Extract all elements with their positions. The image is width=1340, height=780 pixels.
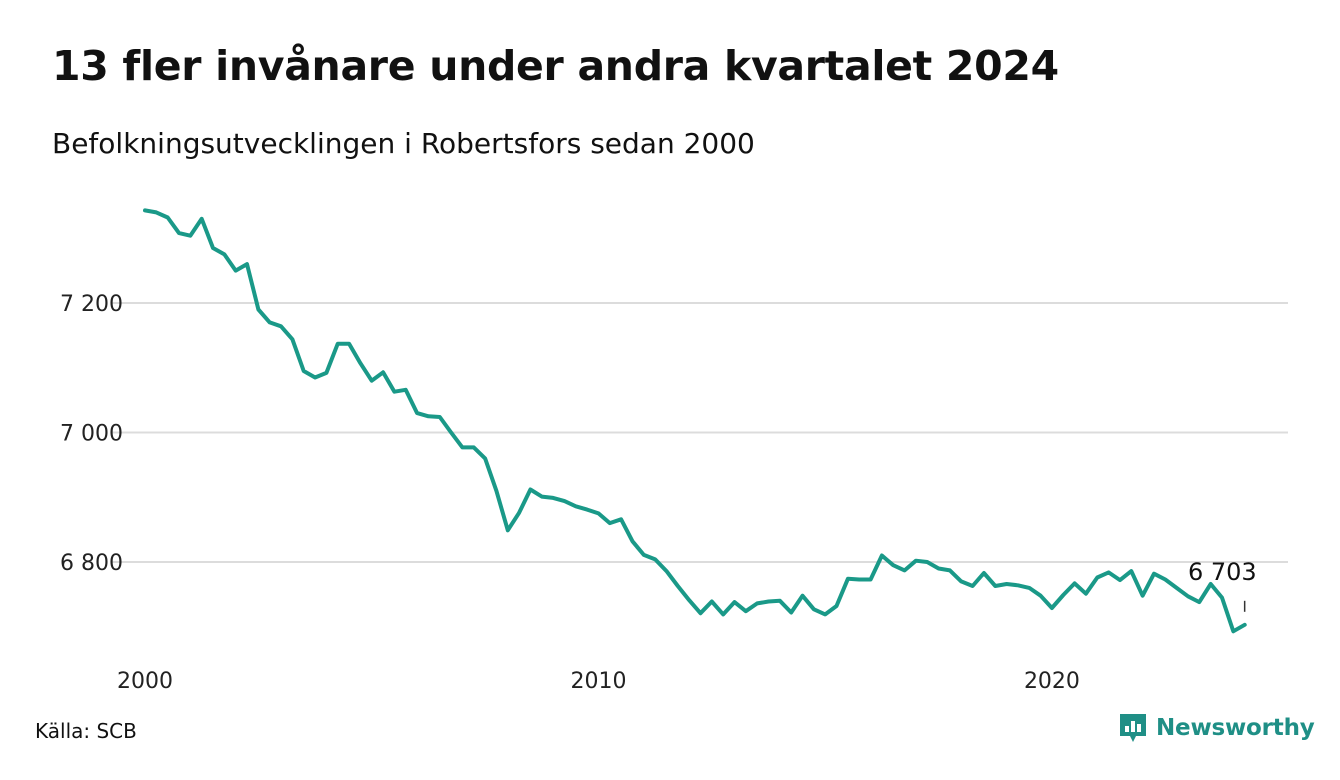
y-tick-label: 7 200 xyxy=(60,292,123,317)
brand-logo[interactable]: Newsworthy xyxy=(1118,712,1315,744)
x-tick-label: 2020 xyxy=(1024,669,1080,694)
y-tick-label: 6 800 xyxy=(60,551,123,576)
chart-subtitle: Befolkningsutvecklingen i Robertsfors se… xyxy=(52,127,755,160)
last-value-label: 6 703 xyxy=(1188,558,1257,586)
population-line xyxy=(143,208,1247,634)
source-note: Källa: SCB xyxy=(35,719,137,743)
line-chart: 7 200 7 000 6 800 2000 2010 2020 6 703 xyxy=(60,208,1288,694)
x-tick-label: 2000 xyxy=(117,669,173,694)
brand-name: Newsworthy xyxy=(1156,715,1315,741)
newsworthy-logo-icon xyxy=(1120,714,1146,742)
y-tick-label: 7 000 xyxy=(60,422,123,447)
chart-title: 13 fler invånare under andra kvartalet 2… xyxy=(52,42,1059,90)
x-tick-label: 2010 xyxy=(570,669,626,694)
